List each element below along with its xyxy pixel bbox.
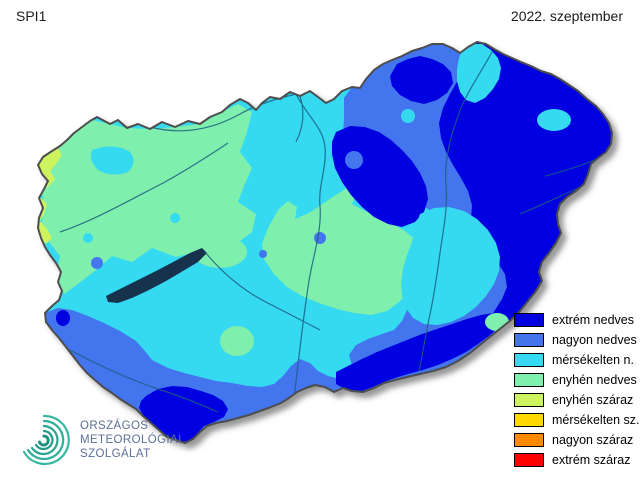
legend-label: enyhén nedves xyxy=(552,373,637,387)
logo-text-line: SZOLGÁLAT xyxy=(80,448,151,460)
map-index-title: SPI1 xyxy=(16,8,47,24)
legend-swatch-very-dry xyxy=(514,433,544,447)
rivers xyxy=(59,51,601,429)
legend-swatch-moderately-dry xyxy=(514,413,544,427)
region-mildly-wet-spot-se xyxy=(485,313,509,331)
region-very-wet-dot-1 xyxy=(314,232,326,244)
region-moderately-wet-dot-2 xyxy=(170,213,180,223)
region-very-wet-hole-matra xyxy=(345,151,363,169)
legend-item: enyhén száraz xyxy=(514,390,640,410)
region-extreme-wet-north-1 xyxy=(390,56,453,104)
legend-swatch-very-wet xyxy=(514,333,544,347)
river-tisza xyxy=(418,51,493,372)
region-mildly-wet-central xyxy=(262,188,427,315)
river-ipoly xyxy=(295,95,304,143)
legend-item: nagyon száraz xyxy=(514,430,640,450)
omsz-logo-icon xyxy=(22,414,70,466)
logo-text-line: METEOROLÓGIAI xyxy=(80,434,182,446)
legend-label: nagyon száraz xyxy=(552,433,634,447)
river-koros-1 xyxy=(519,185,584,215)
legend-item: extrém nedves xyxy=(514,310,640,330)
region-mildly-wet-spot-ne-balaton xyxy=(193,236,247,268)
river-sio xyxy=(204,251,321,331)
river-danube xyxy=(290,93,326,429)
legend-label: nagyon nedves xyxy=(552,333,637,347)
legend-label: extrém száraz xyxy=(552,453,631,467)
legend-item: mérsékelten sz. xyxy=(514,410,640,430)
legend-item: nagyon nedves xyxy=(514,330,640,350)
omsz-logo: ORSZÁGOS METEOROLÓGIAI SZOLGÁLAT xyxy=(16,412,182,468)
region-moderately-wet-east-blob xyxy=(401,207,500,325)
legend-item: mérsékelten n. xyxy=(514,350,640,370)
region-moderately-wet-ne-strip xyxy=(537,109,571,131)
region-extreme-wet-dot-sw xyxy=(56,310,70,326)
region-very-wet-dot-2 xyxy=(259,250,267,258)
region-moderately-wet-sopron-patch xyxy=(90,146,134,175)
legend-swatch-extreme-wet xyxy=(514,313,544,327)
legend-swatch-extreme-dry xyxy=(514,453,544,467)
region-moderately-wet-dot-1 xyxy=(83,233,93,243)
legend-item: extrém száraz xyxy=(514,450,640,470)
legend-swatch-mildly-wet xyxy=(514,373,544,387)
legend: extrém nedves nagyon nedves mérsékelten … xyxy=(514,310,640,470)
omsz-logo-text: ORSZÁGOS METEOROLÓGIAI SZOLGÁLAT xyxy=(80,419,182,461)
legend-label: extrém nedves xyxy=(552,313,634,327)
region-extreme-wet-southwest xyxy=(139,386,228,442)
legend-swatch-mildly-dry xyxy=(514,393,544,407)
legend-swatch-moderately-wet xyxy=(514,353,544,367)
region-mildly-wet-spot-s-balaton xyxy=(220,326,254,356)
region-moderately-wet-dot-north xyxy=(401,109,415,123)
region-very-wet-dot-3 xyxy=(91,257,103,269)
river-drava xyxy=(69,349,219,413)
lake-balaton xyxy=(106,248,207,303)
map-date: 2022. szeptember xyxy=(510,8,623,24)
river-raba xyxy=(59,142,229,233)
legend-label: mérsékelten n. xyxy=(552,353,634,367)
region-extreme-wet-east xyxy=(439,42,612,329)
region-extreme-wet-southeast xyxy=(336,313,503,391)
legend-label: enyhén száraz xyxy=(552,393,634,407)
legend-label: mérsékelten sz. xyxy=(552,413,640,427)
logo-text-line: ORSZÁGOS xyxy=(80,420,149,432)
legend-item: enyhén nedves xyxy=(514,370,640,390)
